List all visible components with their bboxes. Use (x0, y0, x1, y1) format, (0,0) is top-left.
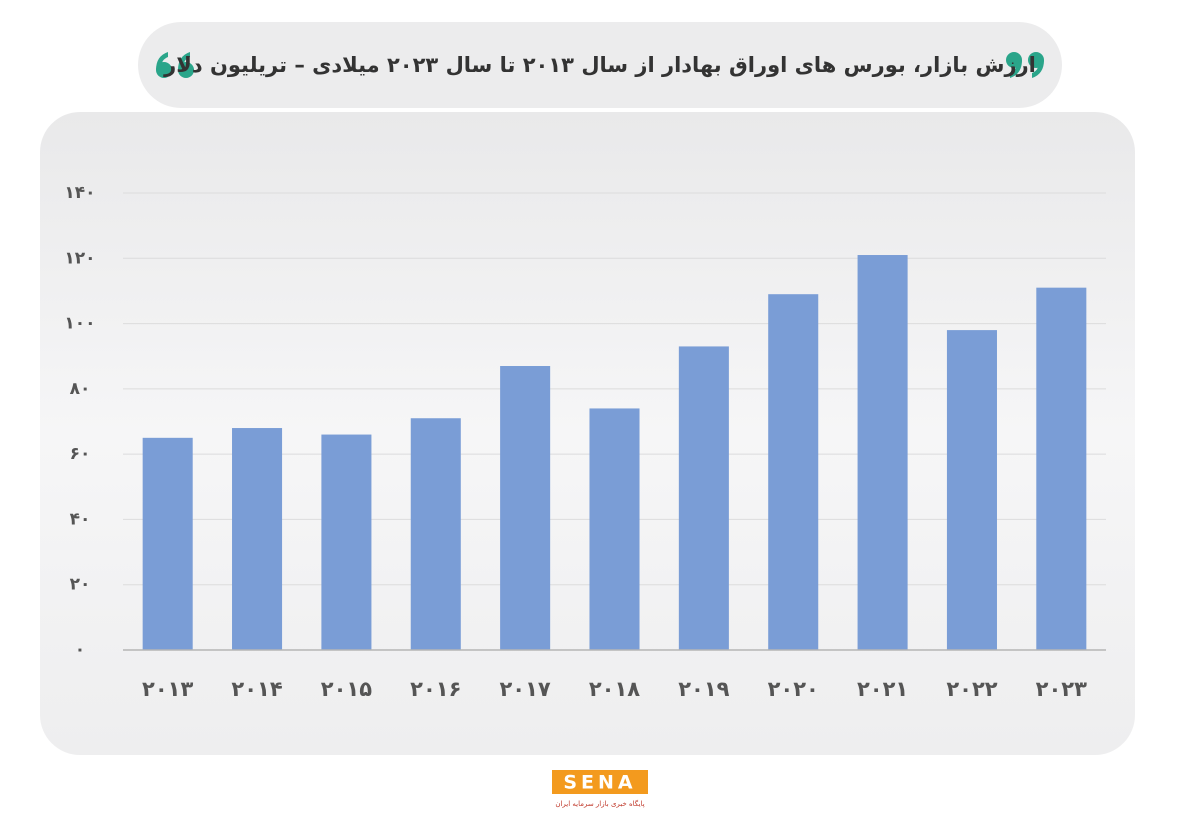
x-tick-label: ۲۰۲۲ (946, 677, 997, 701)
logo-tagline: پایگاه خبری بازار سرمایه ایران (555, 799, 644, 808)
y-tick-label: ۲۰ (70, 575, 91, 595)
logo-box (552, 770, 648, 794)
y-tick-label: ۸۰ (70, 379, 91, 399)
x-tick-label: ۲۰۱۹ (678, 677, 729, 701)
bar (232, 428, 283, 650)
x-tick-label: ۲۰۱۷ (499, 677, 550, 701)
bar (1036, 287, 1087, 650)
y-tick-label: ۱۰۰ (64, 314, 95, 334)
x-tick-label: ۲۰۱۴ (231, 677, 282, 701)
quote-right (1006, 52, 1044, 78)
quote-left (156, 52, 194, 78)
y-tick-label: ۱۲۰ (64, 248, 95, 268)
bar (142, 437, 193, 650)
bar (500, 366, 551, 650)
x-tick-label: ۲۰۲۰ (768, 677, 819, 701)
y-tick-label: ۶۰ (70, 444, 91, 464)
x-tick-label: ۲۰۱۵ (321, 677, 372, 701)
bar (946, 330, 997, 650)
x-tick-label: ۲۰۱۸ (589, 677, 640, 701)
bar (321, 434, 372, 650)
bar (768, 294, 819, 650)
y-tick-label: ۰ (75, 640, 85, 660)
chart-title: ارزش بازار، بورس های اوراق بهادار از سال… (163, 53, 1036, 77)
y-tick-label: ۱۴۰ (64, 183, 95, 203)
bar (410, 418, 461, 650)
x-tick-label: ۲۰۱۶ (410, 677, 461, 701)
y-tick-label: ۴۰ (70, 509, 91, 529)
bar (589, 408, 640, 650)
x-tick-label: ۲۰۲۱ (857, 677, 908, 701)
x-tick-label: ۲۰۱۳ (142, 677, 193, 701)
bar (678, 346, 729, 650)
title-pill (138, 22, 1062, 108)
logo-name: SENA (563, 772, 636, 794)
bar (857, 255, 908, 650)
x-tick-label: ۲۰۲۳ (1036, 677, 1087, 701)
